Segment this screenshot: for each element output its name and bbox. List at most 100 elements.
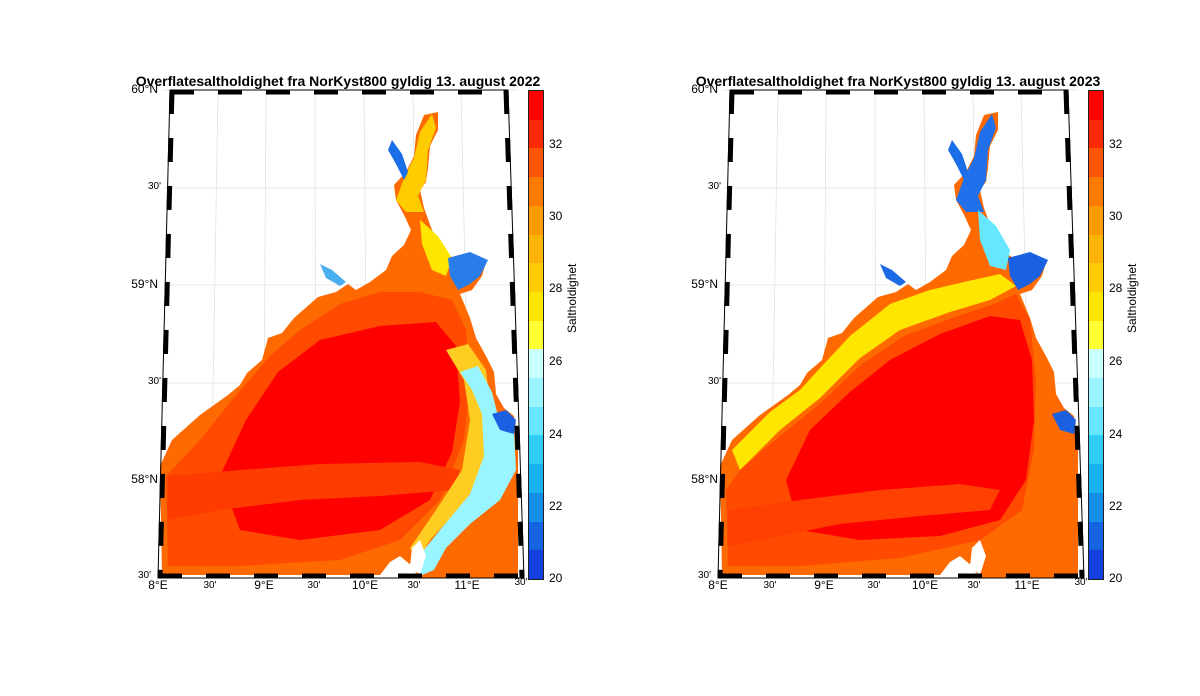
inner-fjord-yellow bbox=[396, 114, 436, 212]
map-title: Overflatesaltholdighet fra NorKyst800 gy… bbox=[135, 73, 541, 89]
lon-label-11e: 11°E bbox=[454, 578, 480, 592]
colorbar-label: Saltholdighet bbox=[1125, 263, 1139, 333]
colorbar-tick: 28 bbox=[549, 281, 563, 295]
colorbar-tick: 30 bbox=[549, 209, 563, 223]
colorbar-segment bbox=[1089, 378, 1103, 408]
frame-left-dashes bbox=[157, 89, 175, 579]
colorbar-segment bbox=[529, 148, 543, 178]
lon-label-8e: 8°E bbox=[708, 578, 728, 592]
colorbar-segment bbox=[529, 91, 543, 121]
colorbar-segment bbox=[1089, 406, 1103, 436]
sw-fjord-blue bbox=[320, 264, 346, 286]
colorbar-segment bbox=[529, 550, 543, 580]
lon-label-11e: 11°E bbox=[1014, 578, 1040, 592]
lon-label-8-30: 30' bbox=[763, 580, 777, 591]
colorbar-segment bbox=[529, 435, 543, 465]
fjord-bay-blue bbox=[448, 252, 488, 290]
lat-label-58n: 58°N bbox=[691, 472, 718, 486]
lat-label-59-30: 30' bbox=[147, 181, 161, 192]
colorbar bbox=[1088, 90, 1104, 580]
colorbar-tick: 20 bbox=[549, 571, 563, 585]
colorbar-segment bbox=[529, 320, 543, 350]
southwest-orange-ribbon bbox=[168, 462, 460, 520]
eastern-yellow-front bbox=[410, 344, 494, 560]
colorbar-segment bbox=[1089, 177, 1103, 207]
lat-label-57-30: 30' bbox=[137, 570, 151, 581]
lon-label-8e: 8°E bbox=[148, 578, 168, 592]
colorbar-tick: 26 bbox=[549, 354, 563, 368]
sw-fjord-blue bbox=[880, 264, 906, 286]
colorbar-segment bbox=[1089, 550, 1103, 580]
lon-label-11-30: 30' bbox=[514, 577, 528, 588]
lon-label-10e: 10°E bbox=[911, 578, 939, 592]
lat-label-59-30: 30' bbox=[707, 181, 721, 192]
colorbar-segment bbox=[1089, 464, 1103, 494]
lon-label-9e: 9°E bbox=[254, 578, 274, 592]
colorbar-tick: 32 bbox=[549, 137, 563, 151]
east-coast-blue bbox=[1052, 410, 1076, 434]
lon-label-9e: 9°E bbox=[814, 578, 834, 592]
map-frame bbox=[717, 89, 1085, 579]
colorbar-tick: 30 bbox=[1109, 209, 1123, 223]
lon-label-10-30: 30' bbox=[967, 580, 981, 591]
colorbar-tick: 28 bbox=[1109, 281, 1123, 295]
frame-right-dashes bbox=[1063, 89, 1085, 579]
southwest-orange-ribbon bbox=[728, 484, 1000, 546]
colorbar-tick: 22 bbox=[549, 499, 563, 513]
frame-right-dashes bbox=[503, 89, 525, 579]
colorbar-segment bbox=[1089, 205, 1103, 236]
core-red bbox=[786, 316, 1034, 540]
inner-fjord-blue bbox=[956, 114, 996, 212]
colorbar-segment bbox=[529, 464, 543, 494]
frame-left-dashes bbox=[717, 89, 735, 579]
colorbar-segment bbox=[529, 349, 543, 379]
lon-label-9-30: 30' bbox=[307, 580, 321, 591]
colorbar-segment bbox=[529, 521, 543, 551]
lat-label-57-30: 30' bbox=[697, 570, 711, 581]
colorbar-tick: 24 bbox=[1109, 427, 1123, 441]
fjord-bay-blue bbox=[1008, 252, 1048, 290]
lat-label-58n: 58°N bbox=[131, 472, 158, 486]
lon-label-10-30: 30' bbox=[407, 580, 421, 591]
colorbar-tick: 20 bbox=[1109, 571, 1123, 585]
colorbar-segment bbox=[529, 263, 543, 293]
colorbar-segment bbox=[529, 205, 543, 236]
coastal-yellow-band bbox=[732, 274, 1016, 470]
map-frame bbox=[157, 89, 525, 579]
map-panel-2023: Overflatesaltholdighet fra NorKyst800 gy… bbox=[560, 0, 1139, 696]
eastern-cyan-current bbox=[414, 366, 516, 575]
colorbar-tick: 26 bbox=[1109, 354, 1123, 368]
colorbar-segment bbox=[1089, 320, 1103, 350]
colorbar bbox=[528, 90, 544, 580]
colorbar-tick: 24 bbox=[549, 427, 563, 441]
oslofjord-cyan bbox=[978, 210, 1010, 270]
map-title: Overflatesaltholdighet fra NorKyst800 gy… bbox=[695, 73, 1101, 89]
colorbar-segment bbox=[1089, 91, 1103, 121]
lon-label-9-30: 30' bbox=[867, 580, 881, 591]
east-coast-blue bbox=[492, 410, 516, 434]
colorbar-tick: 32 bbox=[1109, 137, 1123, 151]
lat-label-60n: 60°N bbox=[691, 82, 718, 96]
salinity-map-2022 bbox=[157, 89, 525, 579]
lat-label-58-30: 30' bbox=[707, 376, 721, 387]
colorbar-segment bbox=[1089, 263, 1103, 293]
colorbar-segment bbox=[529, 291, 543, 322]
colorbar-segment bbox=[529, 406, 543, 436]
salinity-map-2023 bbox=[717, 89, 1085, 579]
lat-label-60n: 60°N bbox=[131, 82, 158, 96]
colorbar-segment bbox=[529, 492, 543, 523]
colorbar-segment bbox=[1089, 148, 1103, 178]
lon-label-11-30: 30' bbox=[1074, 577, 1088, 588]
colorbar-segment bbox=[529, 177, 543, 207]
coast-notch-white bbox=[410, 540, 426, 575]
colorbar-segment bbox=[1089, 349, 1103, 379]
colorbar-segment bbox=[1089, 234, 1103, 264]
lat-label-58-30: 30' bbox=[147, 376, 161, 387]
colorbar-segment bbox=[1089, 521, 1103, 551]
lon-label-8-30: 30' bbox=[203, 580, 217, 591]
colorbar-segment bbox=[1089, 492, 1103, 523]
lon-label-10e: 10°E bbox=[351, 578, 379, 592]
colorbar-segment bbox=[1089, 435, 1103, 465]
coast-notch-white bbox=[970, 540, 986, 575]
oslofjord-outer-yellow bbox=[420, 220, 452, 276]
